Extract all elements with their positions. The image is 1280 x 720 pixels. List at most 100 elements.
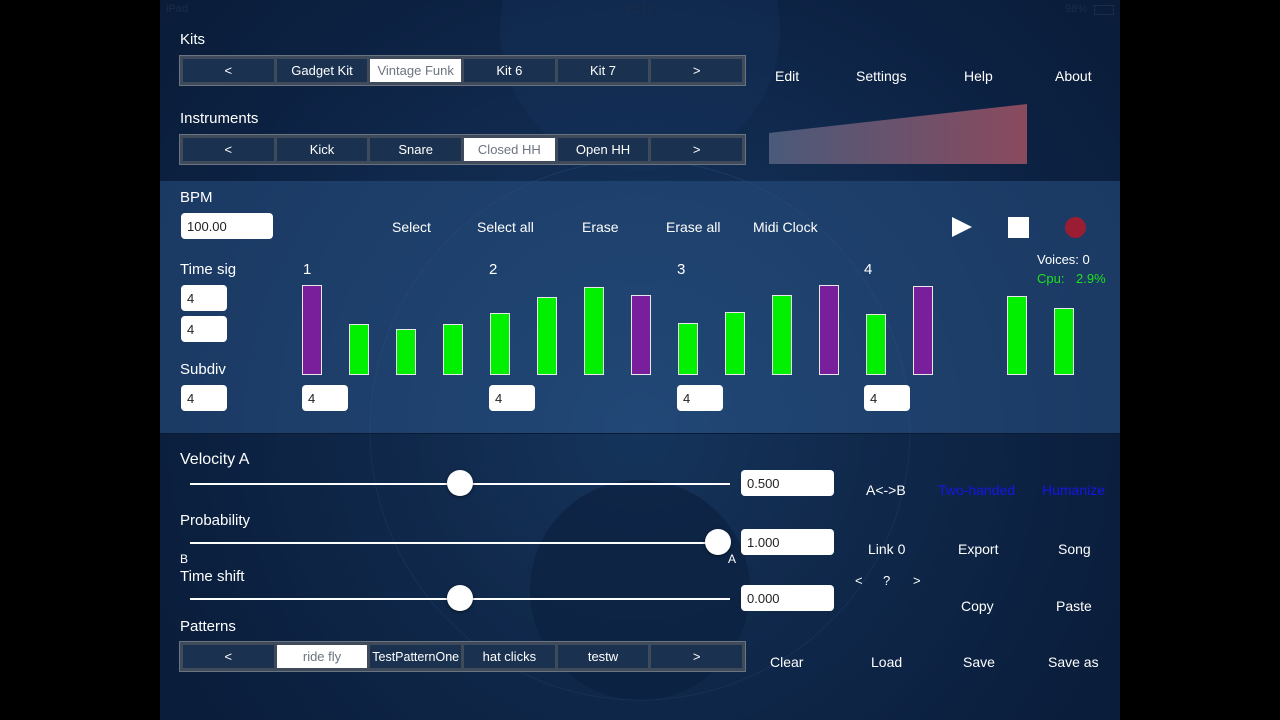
probability-slider-track[interactable]	[190, 542, 730, 544]
about-button[interactable]: About	[1055, 68, 1092, 84]
pattern-option[interactable]: testw	[557, 645, 649, 668]
bpm-field[interactable]: 100.00	[181, 213, 273, 239]
time-sig-label: Time sig	[180, 261, 237, 278]
beat-subdiv-field[interactable]: 4	[302, 385, 348, 411]
instruments-selector: < Kick Snare Closed HH Open HH >	[179, 134, 746, 165]
pattern-option[interactable]: TestPatternOne	[370, 645, 462, 668]
clear-button[interactable]: Clear	[770, 654, 804, 670]
humanize-button[interactable]: Humanize	[1042, 482, 1106, 498]
kit-option[interactable]: Kit 7	[557, 59, 649, 82]
velocity-label: Velocity A	[180, 451, 250, 468]
subdiv-field[interactable]: 4	[181, 385, 227, 411]
a-b-swap-button[interactable]: A<->B	[866, 482, 906, 498]
step-bar[interactable]	[396, 329, 416, 375]
pattern-option-selected[interactable]: ride fly	[276, 645, 368, 668]
step-bar-accent[interactable]	[631, 295, 651, 375]
device-name: iPad	[166, 3, 189, 15]
kit-option-selected[interactable]: Vintage Funk	[370, 59, 462, 82]
paste-button[interactable]: Paste	[1056, 598, 1092, 614]
step-bar[interactable]	[1007, 296, 1027, 375]
instrument-option[interactable]: Snare	[370, 138, 462, 161]
step-bar[interactable]	[772, 295, 792, 375]
save-as-button[interactable]: Save as	[1048, 654, 1099, 670]
battery-level: 98%	[1065, 3, 1088, 15]
probability-a-tag: A	[728, 552, 737, 566]
midi-clock-button[interactable]: Midi Clock	[753, 219, 818, 235]
beat-subdiv-field[interactable]: 4	[677, 385, 723, 411]
step-bar[interactable]	[537, 297, 557, 375]
link-help-button[interactable]: ?	[883, 573, 891, 588]
kit-option[interactable]: Gadget Kit	[276, 59, 368, 82]
song-button[interactable]: Song	[1058, 541, 1091, 557]
battery-icon	[1094, 5, 1114, 15]
status-bar: iPad 22:12 98%	[160, 0, 1120, 18]
save-button[interactable]: Save	[963, 654, 995, 670]
edit-button[interactable]: Edit	[775, 68, 800, 84]
step-bar[interactable]	[490, 313, 510, 375]
instruments-next-button[interactable]: >	[651, 138, 743, 161]
bpm-label: BPM	[180, 189, 213, 206]
patterns-prev-button[interactable]: <	[183, 645, 274, 668]
time-sig-denominator-field[interactable]: 4	[181, 316, 227, 342]
probability-label: Probability	[180, 512, 251, 529]
record-icon[interactable]	[1065, 217, 1086, 238]
time-shift-value-field[interactable]: 0.000	[741, 585, 834, 611]
instruments-prev-button[interactable]: <	[183, 138, 274, 161]
instrument-option[interactable]: Kick	[276, 138, 368, 161]
kits-label: Kits	[180, 31, 206, 48]
copy-button[interactable]: Copy	[961, 598, 994, 614]
beat-number: 3	[677, 261, 686, 278]
step-bar[interactable]	[349, 324, 369, 375]
step-bar[interactable]	[725, 312, 745, 375]
step-bar-accent[interactable]	[913, 286, 933, 375]
kits-prev-button[interactable]: <	[183, 59, 274, 82]
step-bar-accent[interactable]	[819, 285, 839, 375]
beat-subdiv-field[interactable]: 4	[864, 385, 910, 411]
instrument-option[interactable]: Open HH	[557, 138, 649, 161]
patterns-label: Patterns	[180, 618, 236, 635]
patterns-selector: < ride fly TestPatternOne hat clicks tes…	[179, 641, 746, 672]
velocity-slider-thumb[interactable]	[447, 470, 473, 496]
link-button[interactable]: Link 0	[868, 541, 906, 557]
step-bar[interactable]	[866, 314, 886, 375]
stop-icon[interactable]	[1008, 217, 1029, 238]
play-icon[interactable]	[951, 216, 973, 238]
load-button[interactable]: Load	[871, 654, 903, 670]
clock: 22:12	[626, 3, 654, 15]
help-button[interactable]: Help	[964, 68, 993, 84]
export-button[interactable]: Export	[958, 541, 999, 557]
step-bar[interactable]	[678, 323, 698, 375]
beat-number: 4	[864, 261, 873, 278]
kit-option[interactable]: Kit 6	[464, 59, 555, 82]
lower-section-background	[160, 434, 1120, 720]
step-bar-accent[interactable]	[302, 285, 322, 375]
step-bar[interactable]	[1054, 308, 1074, 375]
subdiv-label: Subdiv	[180, 361, 226, 378]
probability-b-tag: B	[180, 552, 189, 566]
beat-number: 1	[303, 261, 312, 278]
time-shift-slider-thumb[interactable]	[447, 585, 473, 611]
link-next-button[interactable]: >	[913, 573, 921, 588]
beat-number: 2	[489, 261, 498, 278]
probability-value-field[interactable]: 1.000	[741, 529, 834, 555]
erase-button[interactable]: Erase	[582, 219, 619, 235]
kits-next-button[interactable]: >	[651, 59, 743, 82]
cpu-label: Cpu:	[1037, 271, 1065, 286]
link-prev-button[interactable]: <	[855, 573, 863, 588]
instrument-option-selected[interactable]: Closed HH	[464, 138, 555, 161]
time-shift-label: Time shift	[180, 568, 245, 585]
step-bar[interactable]	[443, 324, 463, 375]
beat-subdiv-field[interactable]: 4	[489, 385, 535, 411]
select-all-button[interactable]: Select all	[477, 219, 534, 235]
step-bar[interactable]	[584, 287, 604, 375]
pattern-option[interactable]: hat clicks	[464, 645, 555, 668]
velocity-value-field[interactable]: 0.500	[741, 470, 834, 496]
voices-count: Voices: 0	[1037, 252, 1090, 267]
probability-slider-thumb[interactable]	[704, 529, 731, 555]
erase-all-button[interactable]: Erase all	[666, 219, 721, 235]
two-handed-button[interactable]: Two-handed	[938, 482, 1016, 498]
settings-button[interactable]: Settings	[856, 68, 907, 84]
time-sig-numerator-field[interactable]: 4	[181, 285, 227, 311]
patterns-next-button[interactable]: >	[651, 645, 743, 668]
select-button[interactable]: Select	[392, 219, 431, 235]
